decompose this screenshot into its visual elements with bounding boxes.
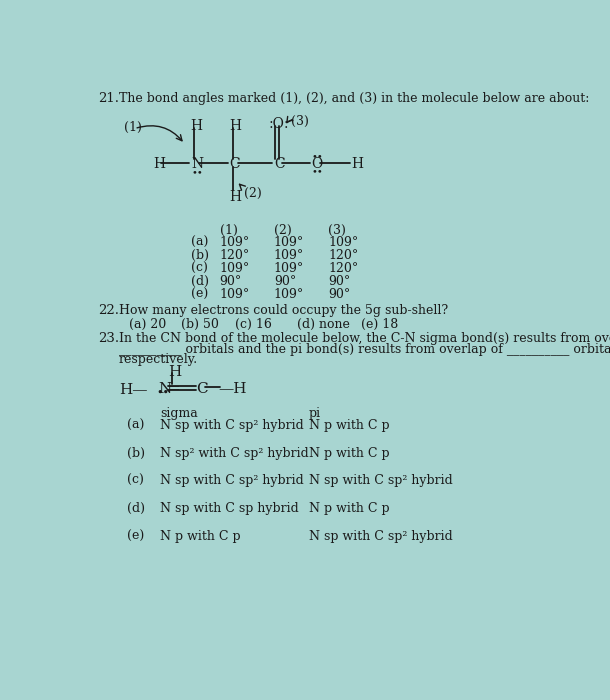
Text: In the CN bond of the molecule below, the C-N sigma bond(s) results from overlap: In the CN bond of the molecule below, th…	[119, 332, 610, 345]
Text: (d) none: (d) none	[297, 318, 350, 331]
Text: 109°: 109°	[274, 288, 304, 301]
Text: ••: ••	[192, 168, 204, 177]
Text: N p with C p: N p with C p	[309, 447, 389, 460]
Text: (3): (3)	[291, 115, 309, 128]
Text: (d): (d)	[127, 502, 145, 515]
Text: H: H	[168, 365, 181, 379]
Text: N: N	[159, 382, 171, 396]
Text: N p with C p: N p with C p	[309, 419, 389, 432]
Text: sigma: sigma	[160, 407, 198, 421]
Text: (a): (a)	[191, 236, 209, 248]
Text: C: C	[196, 382, 208, 396]
Text: C: C	[230, 157, 240, 171]
Text: O: O	[311, 157, 322, 171]
Text: N sp² with C sp² hybrid: N sp² with C sp² hybrid	[160, 447, 309, 460]
Text: ••: ••	[157, 388, 170, 398]
Text: (e): (e)	[127, 530, 144, 542]
Text: (1): (1)	[220, 224, 237, 237]
Text: 109°: 109°	[274, 236, 304, 248]
Text: (c): (c)	[127, 475, 143, 487]
Text: —H: —H	[218, 382, 246, 396]
Text: (c): (c)	[191, 262, 208, 275]
Text: (1): (1)	[124, 121, 142, 134]
Text: N sp with C sp² hybrid: N sp with C sp² hybrid	[309, 475, 453, 487]
Text: 109°: 109°	[274, 262, 304, 275]
Text: (a) 20: (a) 20	[129, 318, 166, 331]
Text: 21.: 21.	[98, 92, 119, 105]
Text: 109°: 109°	[274, 248, 304, 262]
Text: H: H	[229, 120, 241, 134]
Text: 109°: 109°	[220, 288, 250, 301]
Text: pi: pi	[309, 407, 321, 421]
Text: H: H	[229, 190, 241, 204]
Text: How many electrons could occupy the 5g sub-shell?: How many electrons could occupy the 5g s…	[119, 304, 448, 317]
Text: (e): (e)	[191, 288, 208, 301]
Text: H: H	[190, 120, 202, 134]
Text: (b) 50: (b) 50	[181, 318, 219, 331]
Text: (d): (d)	[191, 275, 209, 288]
Text: =: =	[167, 382, 180, 396]
Text: 90°: 90°	[274, 275, 296, 288]
Text: 120°: 120°	[328, 262, 359, 275]
Text: (3): (3)	[328, 224, 346, 237]
Text: (e) 18: (e) 18	[362, 318, 399, 331]
Text: ••: ••	[312, 167, 323, 176]
Text: The bond angles marked (1), (2), and (3) in the molecule below are about:: The bond angles marked (1), (2), and (3)…	[119, 92, 589, 105]
Text: 90°: 90°	[328, 275, 350, 288]
Text: (a): (a)	[127, 419, 144, 432]
Text: (b): (b)	[127, 447, 145, 460]
Text: N sp with C sp² hybrid: N sp with C sp² hybrid	[160, 419, 304, 432]
Text: __________ orbitals and the pi bond(s) results from overlap of __________ orbita: __________ orbitals and the pi bond(s) r…	[119, 343, 610, 356]
Text: (c) 16: (c) 16	[235, 318, 272, 331]
Text: (2): (2)	[274, 224, 292, 237]
Text: H—: H—	[119, 383, 148, 397]
Text: N sp with C sp² hybrid: N sp with C sp² hybrid	[309, 530, 453, 542]
Text: 109°: 109°	[220, 262, 250, 275]
Text: N sp with C sp² hybrid: N sp with C sp² hybrid	[160, 475, 304, 487]
Text: C: C	[274, 157, 284, 171]
Text: N sp with C sp hybrid: N sp with C sp hybrid	[160, 502, 299, 515]
Text: 109°: 109°	[220, 236, 250, 248]
Text: (2): (2)	[243, 187, 262, 200]
Text: H: H	[351, 157, 364, 171]
Text: 90°: 90°	[220, 275, 242, 288]
Text: (b): (b)	[191, 248, 209, 262]
Text: 23.: 23.	[98, 332, 119, 345]
Text: :O:: :O:	[268, 117, 289, 131]
Text: N p with C p: N p with C p	[309, 502, 389, 515]
Text: 22.: 22.	[98, 304, 119, 317]
Text: respectively.: respectively.	[119, 354, 198, 367]
Text: 120°: 120°	[328, 248, 359, 262]
Text: 90°: 90°	[328, 288, 350, 301]
Text: ••: ••	[312, 153, 323, 162]
Text: 120°: 120°	[220, 248, 250, 262]
Text: N p with C p: N p with C p	[160, 530, 240, 542]
Text: N: N	[191, 157, 203, 171]
Text: 109°: 109°	[328, 236, 359, 248]
Text: H: H	[154, 157, 166, 171]
